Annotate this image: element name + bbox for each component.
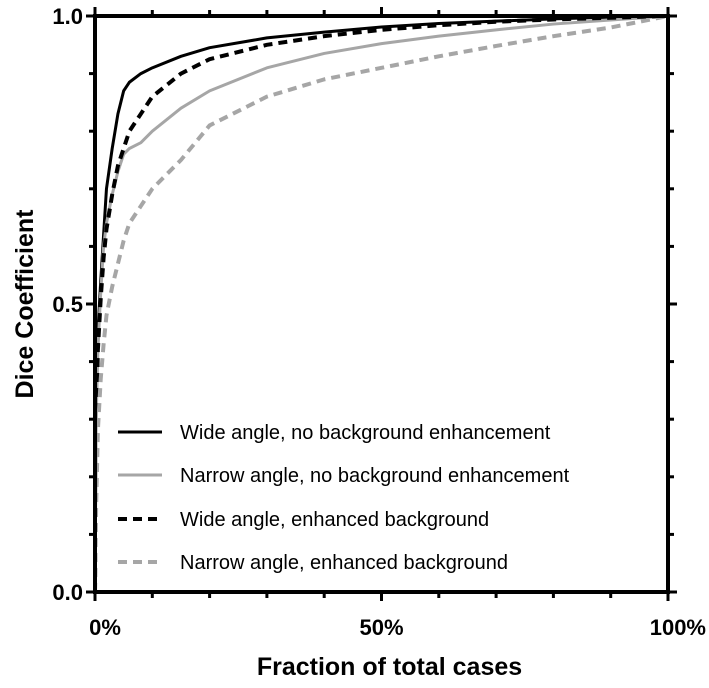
- y-tick-label: 0.0: [52, 580, 83, 605]
- legend-label: Wide angle, enhanced background: [180, 509, 489, 531]
- y-tick-label: 0.5: [52, 292, 83, 317]
- series-line-2: [93, 14, 669, 593]
- legend-label: Wide angle, no background enhancement: [180, 422, 551, 444]
- legend-label: Narrow angle, no background enhancement: [180, 465, 570, 487]
- series-line-4: [93, 14, 669, 593]
- legend-entry: Narrow angle, no background enhancement: [118, 465, 570, 487]
- plot-frame: [93, 14, 670, 594]
- x-axis-title: Fraction of total cases: [257, 653, 522, 681]
- axes: [93, 14, 670, 594]
- y-tick-label: 1.0: [52, 4, 83, 29]
- y-axis-ticks: 0.0 0.5 1.0: [52, 4, 677, 605]
- legend-entry: Wide angle, no background enhancement: [118, 422, 551, 444]
- x-tick-label: 50%: [359, 615, 403, 640]
- legend: Wide angle, no background enhancement Na…: [118, 422, 570, 574]
- series-line-1: [93, 14, 669, 593]
- y-axis-title: Dice Coefficient: [11, 209, 39, 399]
- x-axis-ticks: 0% 50% 100%: [89, 7, 706, 640]
- legend-entry: Narrow angle, enhanced background: [118, 552, 508, 574]
- legend-entry: Wide angle, enhanced background: [118, 509, 489, 531]
- series-line-3: [93, 14, 669, 593]
- x-tick-label: 0%: [89, 615, 121, 640]
- legend-label: Narrow angle, enhanced background: [180, 552, 508, 574]
- x-tick-label: 100%: [650, 615, 706, 640]
- plot-lines: [93, 14, 669, 593]
